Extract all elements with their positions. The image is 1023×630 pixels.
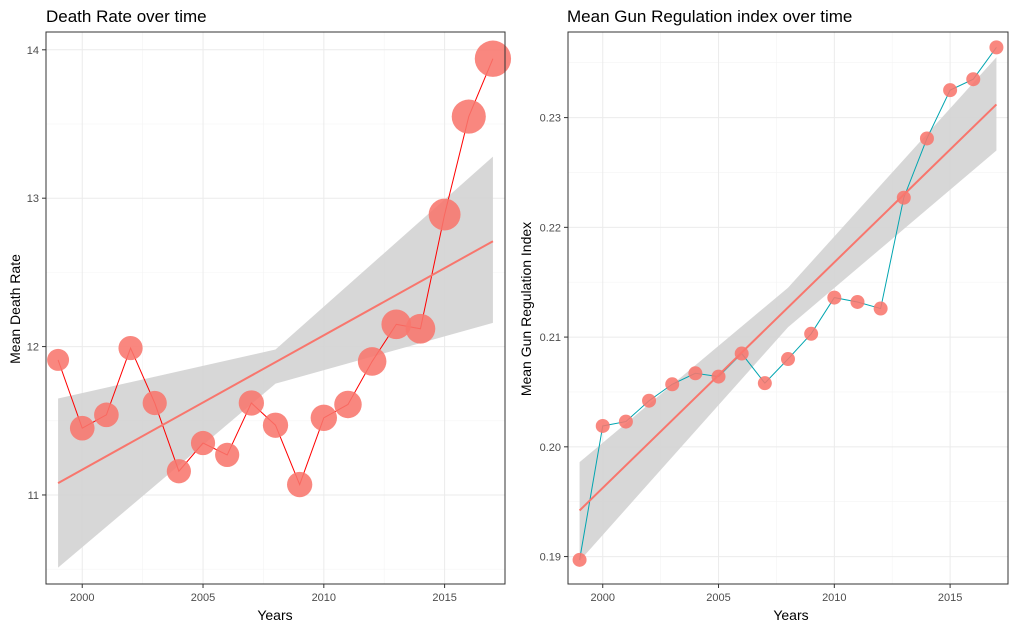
data-point [919,131,934,146]
data-point [474,40,512,77]
data-point [238,390,264,416]
data-point [428,198,461,231]
data-point [572,552,587,567]
y-tick-label: 11 [28,490,39,502]
data-point [618,414,633,429]
plot-frame [567,31,1009,585]
data-point [665,377,680,392]
y-tick-label: 0.21 [540,332,561,344]
y-axis-label: Mean Gun Regulation Index [518,222,534,396]
data-point [943,83,958,98]
data-point [47,348,70,371]
x-tick-label: 2010 [312,592,336,604]
data-point [827,290,842,305]
y-tick-label: 0.22 [540,222,561,234]
data-point [262,412,289,438]
y-tick-label: 0.23 [540,113,561,125]
death-rate-panel: Death Rate over time Years Mean Death Ra… [7,7,512,623]
trend-line [578,103,998,512]
x-tick-label: 2015 [432,592,456,604]
x-axis-label: Years [773,607,808,623]
y-tick-label: 12 [27,342,39,354]
data-point [966,72,981,87]
y-tick-label: 13 [27,193,39,205]
x-tick-label: 2000 [70,592,94,604]
y-tick-label: 0.19 [540,552,561,564]
data-point [595,418,610,433]
data-point [357,347,387,376]
data-point [287,471,313,498]
trend-line [57,240,494,484]
chart-title: Mean Gun Regulation index over time [567,7,852,26]
data-point [190,430,216,456]
data-point [310,404,338,432]
data-point [215,442,240,468]
data-point [873,301,888,316]
data-point [688,366,703,381]
data-point [381,309,412,340]
data-point [711,369,726,384]
data-point [118,335,143,361]
plot-frame [45,31,506,585]
y-tick-label: 14 [27,45,39,57]
data-point [94,402,119,428]
data-point [989,40,1004,55]
x-tick-label: 2010 [822,592,846,604]
gun-regulation-panel: Mean Gun Regulation index over time Year… [518,7,1009,623]
data-point [642,393,657,408]
confidence-band [579,57,997,561]
data-point [69,415,95,441]
data-point [166,459,191,484]
x-tick-label: 2000 [590,592,614,604]
data-point [142,390,167,416]
data-point [334,390,362,419]
x-tick-label: 2005 [706,592,730,604]
data-point [804,326,819,341]
data-point [734,346,749,361]
chart-title: Death Rate over time [46,7,207,26]
x-axis-label: Years [257,607,292,623]
x-tick-label: 2005 [191,592,215,604]
data-point [405,313,436,344]
y-tick-label: 0.20 [540,442,561,454]
data-point [896,190,911,205]
y-axis-label: Mean Death Rate [7,254,23,364]
x-tick-label: 2015 [938,592,962,604]
data-point [850,294,865,309]
data-point [781,352,795,367]
data-point [451,99,486,134]
data-point [757,376,772,391]
